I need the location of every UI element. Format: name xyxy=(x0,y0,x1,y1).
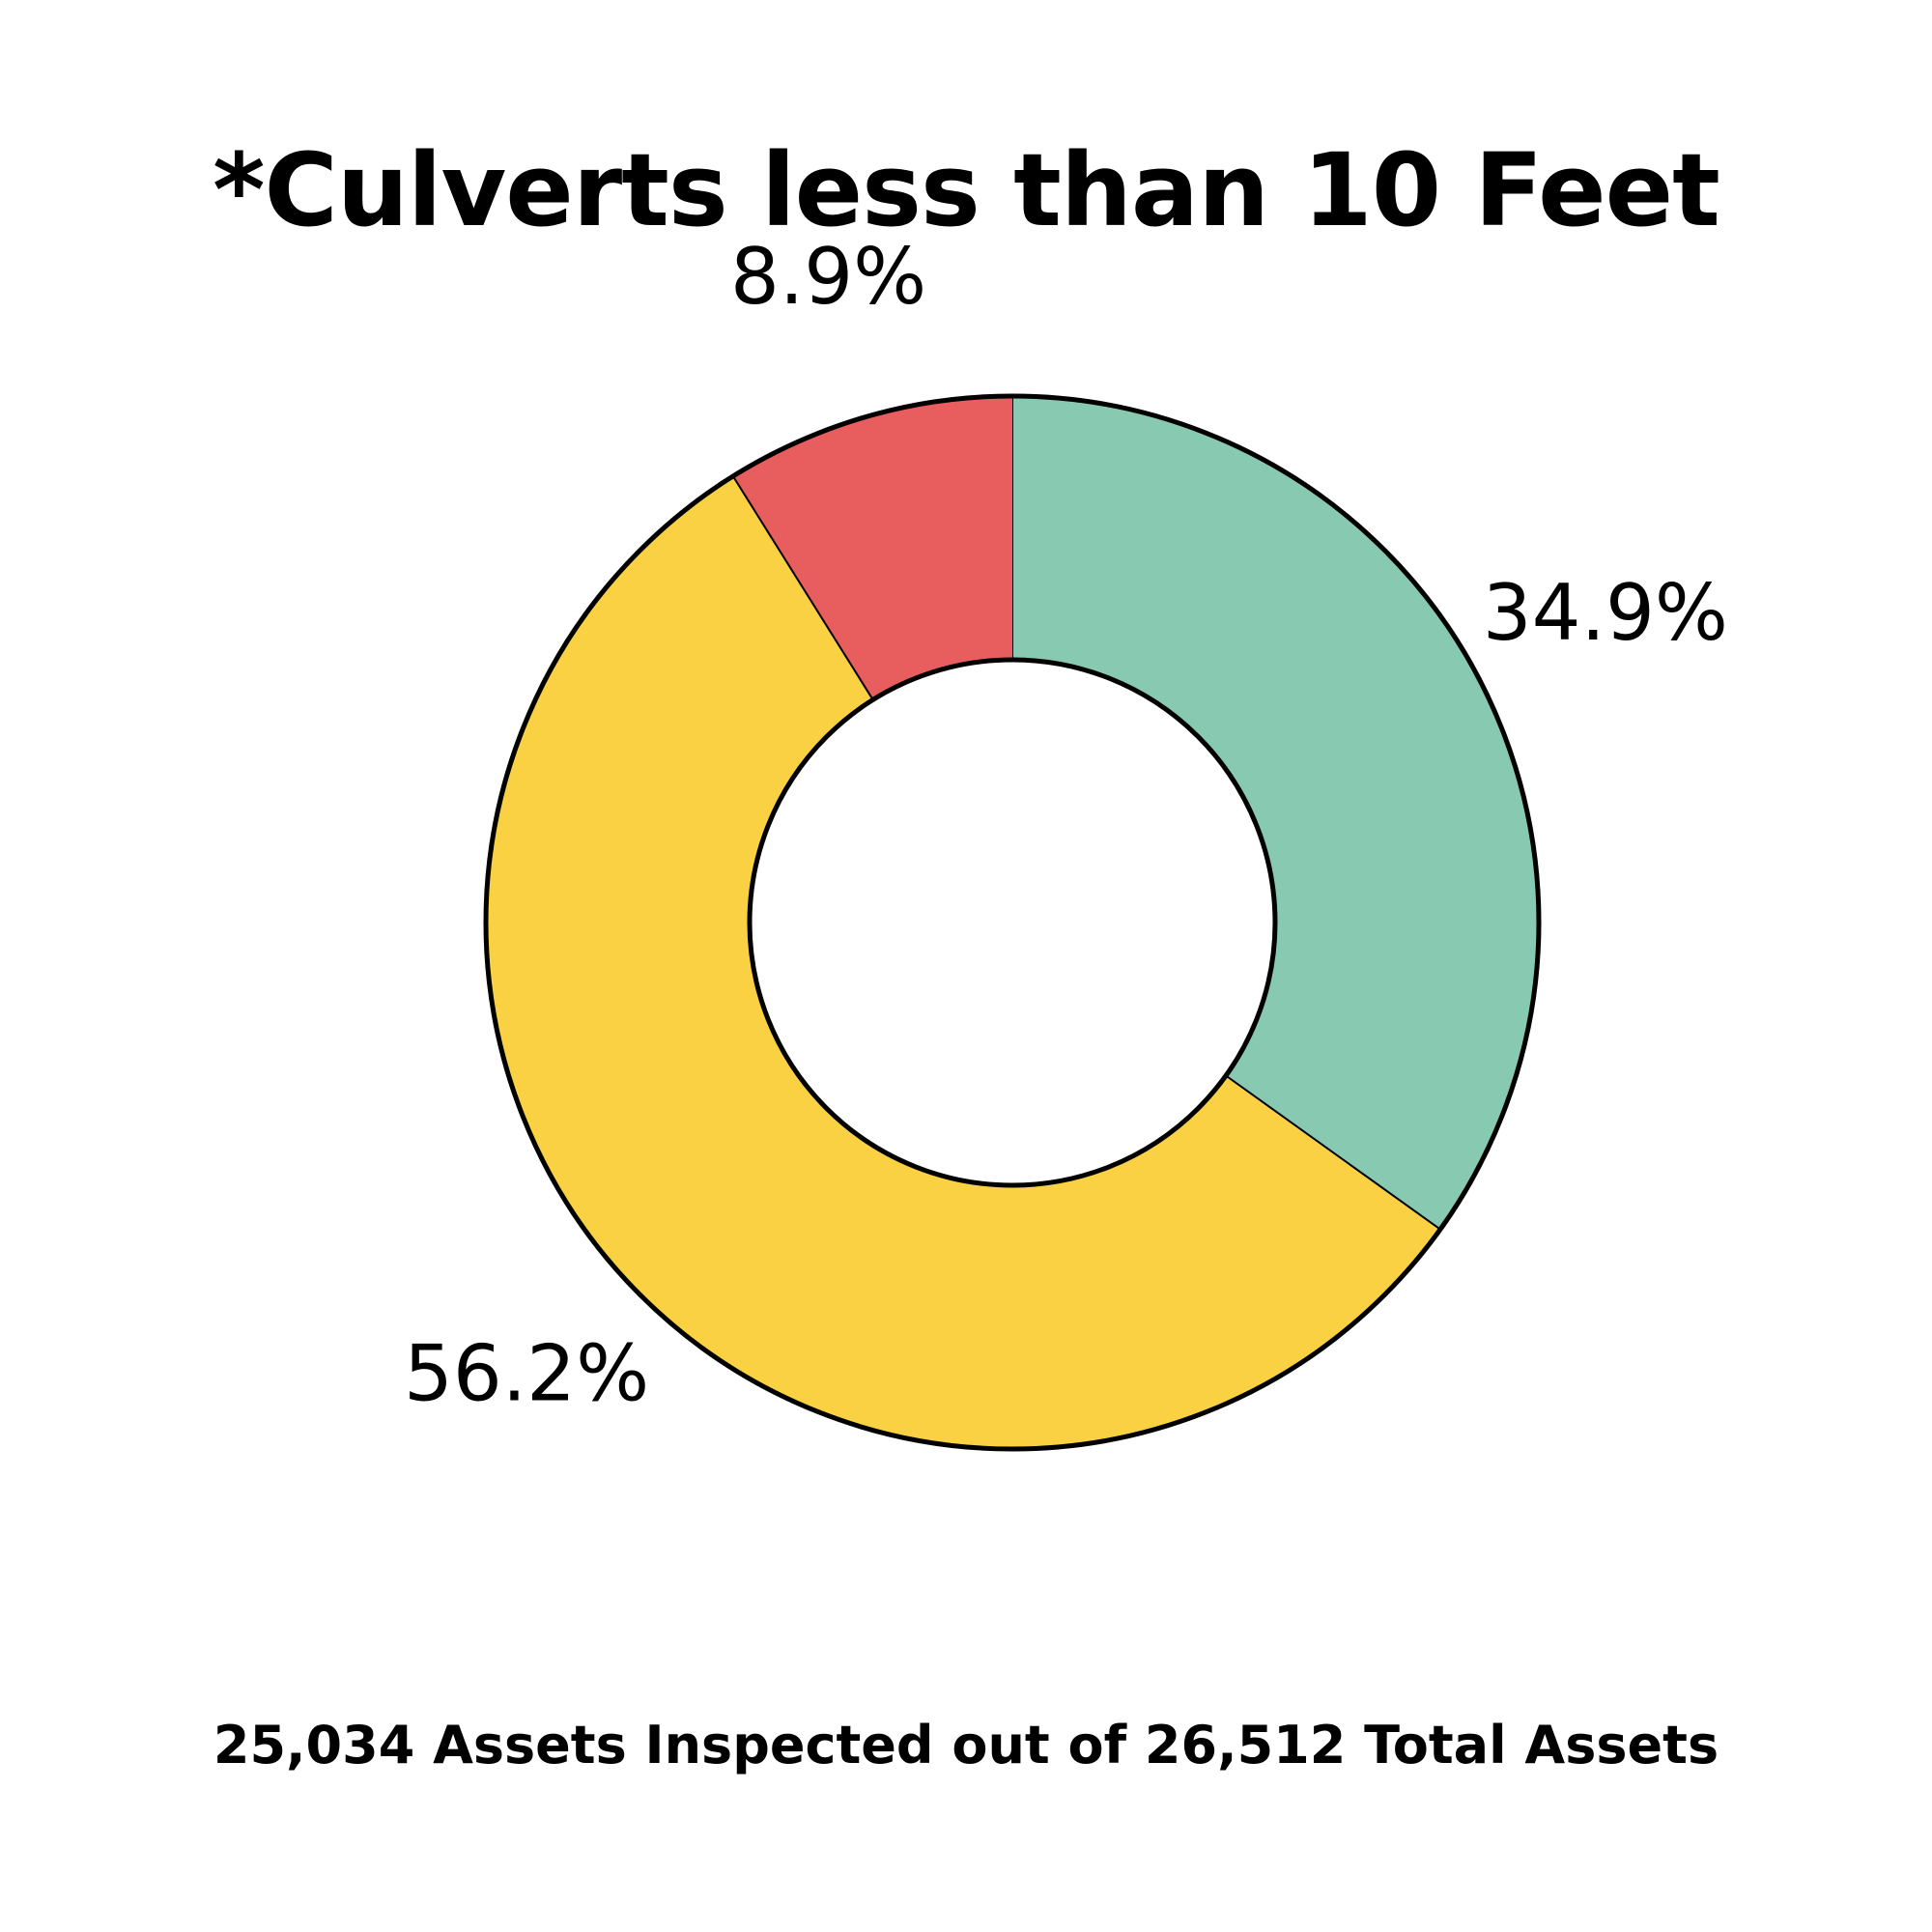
chart-title: *Culverts less than 10 Feet xyxy=(213,131,1720,249)
donut-slices xyxy=(486,396,1540,1450)
slice-label-2: 8.9% xyxy=(730,232,926,322)
donut-slice-1 xyxy=(486,476,1440,1450)
donut-inner-hole xyxy=(747,657,1278,1188)
assets-footnote: 25,034 Assets Inspected out of 26,512 To… xyxy=(213,1715,1719,1776)
slice-label-0: 34.9% xyxy=(1483,568,1728,658)
slice-divider-2 xyxy=(732,475,874,700)
donut-outer-outline xyxy=(483,393,1542,1452)
slice-labels: 34.9% 56.2% 8.9% xyxy=(404,232,1728,1419)
slice-divider-1 xyxy=(1225,1074,1441,1231)
donut-slice-2 xyxy=(732,396,1012,700)
donut-slice-0 xyxy=(1012,396,1540,1230)
slice-label-1: 56.2% xyxy=(404,1328,649,1418)
